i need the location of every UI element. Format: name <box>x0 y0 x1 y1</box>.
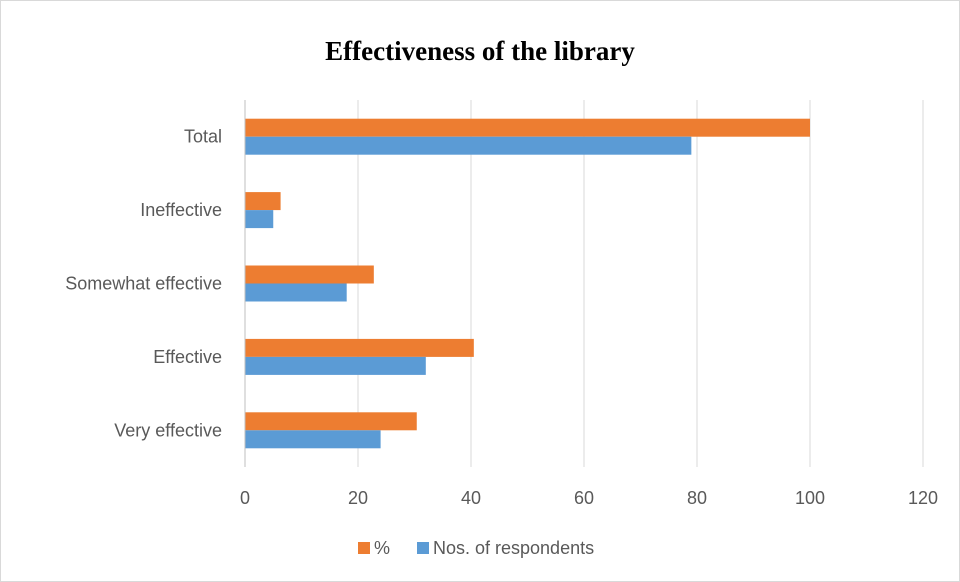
bar <box>245 118 810 137</box>
x-tick-label: 20 <box>348 488 368 508</box>
bar <box>245 210 274 229</box>
bar <box>245 265 374 284</box>
legend-swatch <box>358 542 370 554</box>
x-tick-label: 120 <box>908 488 938 508</box>
bar <box>245 356 426 375</box>
category-label: Total <box>184 127 222 147</box>
category-label: Ineffective <box>140 200 222 220</box>
category-label: Somewhat effective <box>65 274 222 294</box>
bar <box>245 283 347 302</box>
x-tick-label: 60 <box>574 488 594 508</box>
chart-title: Effectiveness of the library <box>325 36 635 66</box>
legend-label: % <box>374 538 390 558</box>
category-label: Effective <box>153 347 222 367</box>
legend-swatch <box>417 542 429 554</box>
bar <box>245 136 692 155</box>
axes: 0 20 40 60 80 100 120 Very effective Effective So… <box>65 100 938 508</box>
gridlines <box>244 100 924 467</box>
bar <box>245 338 474 357</box>
x-tick-label: 100 <box>795 488 825 508</box>
legend: % Nos. of respondents <box>358 538 594 558</box>
x-tick-label: 40 <box>461 488 481 508</box>
bar <box>245 430 381 449</box>
category-label: Very effective <box>114 420 222 440</box>
bar <box>245 192 281 211</box>
bar <box>245 412 417 431</box>
x-tick-label: 0 <box>240 488 250 508</box>
bars <box>245 118 810 449</box>
x-tick-label: 80 <box>687 488 707 508</box>
legend-label: Nos. of respondents <box>433 538 594 558</box>
